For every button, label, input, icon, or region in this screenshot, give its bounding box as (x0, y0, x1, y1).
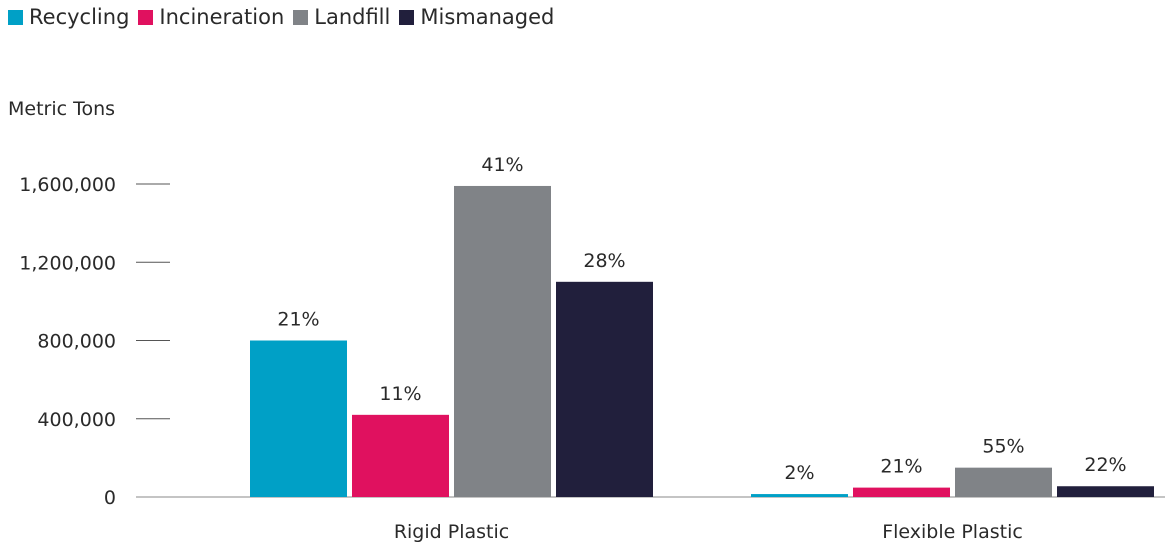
data-label: 21% (880, 456, 922, 478)
y-tick-label: 1,600,000 (19, 174, 116, 196)
y-tick-label: 400,000 (37, 409, 116, 431)
y-axis-label: Metric Tons (8, 98, 116, 120)
data-label: 28% (583, 250, 625, 272)
legend-item-landfill: Landfill (293, 5, 390, 29)
data-label: 55% (982, 436, 1024, 458)
data-label: 21% (277, 309, 319, 331)
bar-landfill-flexible-plastic (955, 467, 1052, 497)
bar-incineration-flexible-plastic (853, 487, 950, 497)
y-tick-label: 1,200,000 (19, 252, 116, 274)
bar-incineration-rigid-plastic (352, 414, 449, 497)
legend-item-recycling: Recycling (8, 5, 129, 29)
bar-recycling-flexible-plastic (751, 494, 848, 497)
bar-mismanaged-rigid-plastic (556, 281, 653, 497)
legend-item-mismanaged: Mismanaged (399, 5, 554, 29)
legend-label-landfill: Landfill (314, 5, 391, 29)
x-category-label: Rigid Plastic (394, 521, 509, 543)
legend-item-incineration: Incineration (138, 5, 284, 29)
y-tick-label: 800,000 (37, 331, 116, 353)
data-label: 11% (379, 383, 421, 405)
legend-swatch-incineration (138, 9, 154, 25)
data-label: 41% (481, 154, 523, 176)
x-category-label: Flexible Plastic (882, 521, 1023, 543)
legend: Recycling Incineration Landfill Mismanag… (8, 5, 563, 29)
data-label: 22% (1084, 454, 1126, 476)
y-tick-label: 0 (104, 487, 116, 509)
bar-landfill-rigid-plastic (454, 185, 551, 498)
legend-swatch-landfill (293, 9, 309, 25)
data-label: 2% (784, 462, 814, 484)
legend-swatch-recycling (8, 9, 23, 25)
legend-label-mismanaged: Mismanaged (420, 5, 555, 29)
legend-label-incineration: Incineration (159, 5, 285, 29)
legend-swatch-mismanaged (399, 9, 415, 25)
bar-mismanaged-flexible-plastic (1057, 486, 1154, 497)
bar-recycling-rigid-plastic (250, 340, 347, 497)
legend-label-recycling: Recycling (29, 5, 130, 29)
